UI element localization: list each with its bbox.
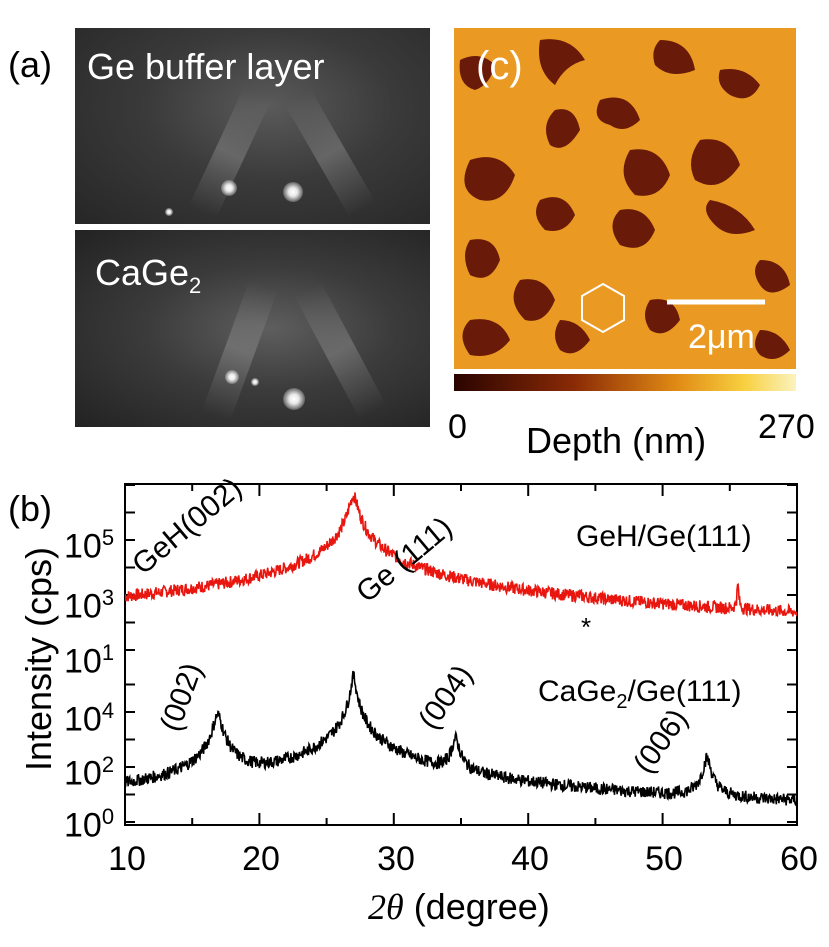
rheed-spot [225, 370, 239, 384]
series-label-geh: GeH/Ge(111) [576, 520, 752, 553]
rheed-spot [283, 388, 305, 410]
panel-b-label: (b) [8, 488, 52, 529]
x-tick-label: 40 [511, 840, 549, 878]
rheed-image-ge-buffer: Ge buffer layer [75, 28, 430, 224]
x-tick-label: 10 [108, 840, 146, 878]
x-tick-label: 20 [242, 840, 280, 878]
colorbar [454, 374, 796, 391]
afm-image [454, 28, 796, 369]
hexagon-marker [581, 282, 625, 334]
peak-label-star: * [581, 612, 592, 642]
x-tick-label: 50 [645, 840, 683, 878]
x-axis-label: 2θ (degree) [368, 886, 550, 927]
series-label-cage2: CaGe2/Ge(111) [538, 675, 742, 713]
y-tick-label: 103 [64, 585, 115, 626]
y-tick-label: 102 [64, 752, 115, 793]
y-tick-label: 100 [64, 804, 115, 845]
colorbar-max-label: 270 [758, 408, 815, 446]
x-tick-label: 30 [377, 840, 415, 878]
y-tick-label: 104 [64, 698, 115, 739]
panel-a-label: (a) [8, 44, 52, 85]
y-tick-label: 101 [64, 640, 115, 681]
rheed-bottom-caption: CaGe2 [95, 252, 202, 299]
afm-domains [459, 39, 790, 359]
rheed-top-caption: Ge buffer layer [87, 46, 325, 87]
rheed-spot [165, 208, 173, 216]
rheed-spot [251, 378, 259, 386]
colorbar-axis-label: Depth (nm) [526, 420, 707, 461]
y-tick-label: 105 [64, 525, 115, 566]
scale-bar-label: 2μm [688, 318, 755, 356]
panel-c-label: (c) [476, 44, 523, 88]
x-tick-label: 60 [780, 840, 818, 878]
colorbar-min-label: 0 [448, 408, 467, 446]
rheed-spot [221, 180, 237, 196]
series-cage2-trace [125, 670, 797, 807]
y-axis-label: Intensity (cps) [18, 546, 59, 772]
series-geh-trace [125, 492, 797, 618]
rheed-spot [283, 182, 303, 202]
rheed-image-cage2: CaGe2 [75, 230, 430, 427]
